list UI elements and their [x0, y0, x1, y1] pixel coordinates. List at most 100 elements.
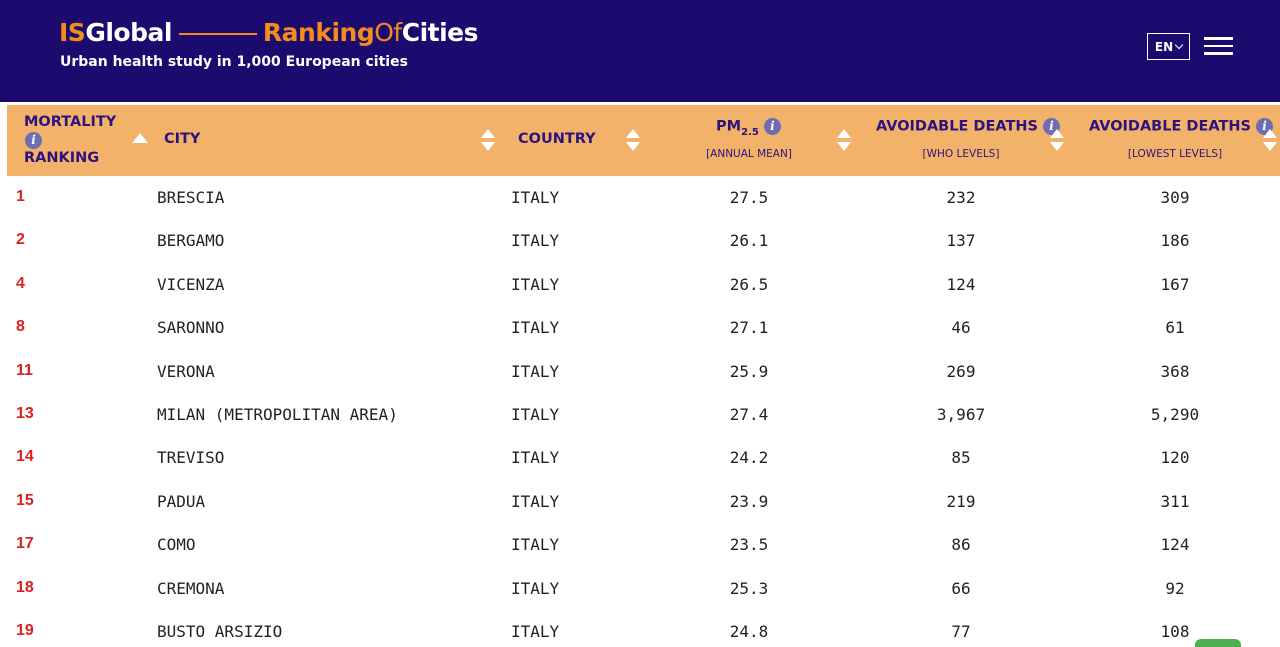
country-cell: ITALY	[511, 578, 560, 598]
header-mortality-label: MORTALITY	[24, 114, 117, 130]
rank-cell: 13	[16, 405, 34, 422]
lowest-deaths-cell: 92	[1165, 578, 1185, 598]
chat-widget-button[interactable]	[1195, 639, 1241, 647]
menu-bar	[1204, 37, 1233, 40]
site-header: IS Global Ranking Of Cities Urban health stu…	[0, 0, 1280, 102]
header-ranking-label: RANKING	[24, 150, 100, 166]
pm25-cell: 27.1	[729, 318, 769, 338]
city-cell[interactable]: PADUA	[157, 491, 206, 511]
logo-is: IS	[59, 17, 86, 47]
lowest-deaths-cell: 124	[1160, 535, 1190, 555]
table-row[interactable]: 13 MILAN (METROPOLITAN AREA) ITALY 27.4 …	[0, 393, 1280, 436]
rank-cell: 19	[16, 622, 34, 639]
lowest-deaths-cell: 186	[1160, 231, 1190, 251]
who-deaths-cell: 232	[946, 188, 976, 207]
sort-arrows-icon[interactable]	[837, 129, 851, 153]
header-info-row: i	[24, 131, 116, 149]
who-deaths-cell: 124	[946, 274, 976, 294]
lowest-deaths-cell: 368	[1160, 361, 1190, 381]
menu-bar	[1204, 44, 1233, 47]
language-selector[interactable]: EN	[1147, 33, 1190, 60]
country-cell: ITALY	[511, 535, 560, 555]
table-row[interactable]: 2 BERGAMO ITALY 26.1 137 186	[0, 219, 1280, 262]
city-cell[interactable]: BRESCIA	[157, 188, 225, 207]
city-cell[interactable]: CREMONA	[157, 578, 225, 598]
city-cell[interactable]: TREVISO	[157, 448, 225, 468]
table-row[interactable]: 17 COMO ITALY 23.5 86 124	[0, 523, 1280, 566]
pm25-cell: 26.1	[729, 231, 769, 251]
pm25-cell: 24.8	[729, 622, 769, 641]
lowest-deaths-cell: 5,290	[1150, 405, 1200, 424]
country-cell: ITALY	[511, 491, 560, 511]
header-pm-subscript: 2.5	[741, 126, 759, 138]
who-deaths-cell: 269	[946, 361, 976, 381]
chevron-down-icon	[1174, 40, 1184, 49]
header-avoidable-deaths-who[interactable]: AVOIDABLE DEATHS i	[876, 118, 1060, 135]
city-cell[interactable]: SARONNO	[157, 318, 225, 338]
pm25-cell: 27.4	[729, 405, 769, 424]
header-who-note: [WHO LEVELS]	[922, 148, 1000, 160]
who-deaths-cell: 86	[951, 535, 971, 555]
pm25-cell: 27.5	[729, 188, 769, 207]
country-cell: ITALY	[511, 361, 560, 381]
info-icon[interactable]: i	[763, 118, 781, 135]
lowest-deaths-cell: 167	[1160, 274, 1190, 294]
header-pm25[interactable]: PM2.5 i	[716, 118, 781, 138]
table-row[interactable]: 14 TREVISO ITALY 24.2 85 120	[0, 436, 1280, 479]
table-header: MORTALITY i RANKING CITY COUNTRY PM2.5 i…	[7, 105, 1280, 176]
country-cell: ITALY	[511, 188, 560, 207]
header-low-note: [LOWEST LEVELS]	[1127, 148, 1223, 160]
rank-cell: 17	[16, 535, 34, 553]
country-cell: ITALY	[511, 622, 560, 641]
header-country[interactable]: COUNTRY	[518, 131, 596, 147]
city-cell[interactable]: VICENZA	[157, 274, 225, 294]
who-deaths-cell: 137	[946, 231, 976, 251]
table-row[interactable]: 4 VICENZA ITALY 26.5 124 167	[0, 263, 1280, 306]
pm25-cell: 26.5	[729, 274, 769, 294]
logo-of: Of	[374, 17, 402, 47]
table-row[interactable]: 15 PADUA ITALY 23.9 219 311	[0, 480, 1280, 523]
table-row[interactable]: 8 SARONNO ITALY 27.1 46 61	[0, 306, 1280, 349]
site-logo[interactable]: IS Global Ranking Of Cities	[59, 14, 479, 50]
who-deaths-cell: 219	[946, 491, 976, 511]
pm25-cell: 24.2	[729, 448, 769, 468]
table-row[interactable]: 11 VERONA ITALY 25.9 269 368	[0, 350, 1280, 393]
language-label: EN	[1154, 39, 1174, 54]
header-avoidable-deaths-lowest[interactable]: AVOIDABLE DEATHS i	[1089, 118, 1273, 135]
rank-cell: 11	[16, 361, 33, 379]
table-row[interactable]: 1 BRESCIA ITALY 27.5 232 309	[0, 176, 1280, 219]
header-who-title: AVOIDABLE DEATHS	[876, 118, 1038, 135]
header-city[interactable]: CITY	[164, 131, 201, 147]
header-pm-label: PM	[716, 118, 742, 135]
lowest-deaths-cell: 108	[1160, 622, 1190, 641]
sort-asc-icon[interactable]	[132, 133, 148, 143]
rank-cell: 4	[16, 274, 25, 292]
lowest-deaths-cell: 120	[1160, 448, 1190, 468]
pm25-cell: 23.9	[729, 491, 769, 511]
sort-arrows-icon[interactable]	[1263, 129, 1277, 153]
city-cell[interactable]: MILAN (METROPOLITAN AREA)	[157, 405, 398, 424]
sort-arrows-icon[interactable]	[626, 129, 640, 153]
hamburger-menu-icon[interactable]	[1204, 36, 1234, 56]
logo-cities: Cities	[401, 17, 479, 47]
rank-cell: 15	[16, 491, 34, 509]
pm25-cell: 25.9	[729, 361, 769, 381]
city-cell[interactable]: BERGAMO	[157, 231, 225, 251]
rank-cell: 18	[16, 578, 34, 596]
logo-divider-line	[178, 33, 257, 35]
city-cell[interactable]: COMO	[157, 535, 196, 555]
sort-arrows-icon[interactable]	[1050, 129, 1064, 153]
sort-arrows-icon[interactable]	[481, 129, 495, 153]
who-deaths-cell: 3,967	[936, 405, 986, 424]
country-cell: ITALY	[511, 448, 560, 468]
rank-cell: 8	[16, 318, 25, 336]
country-cell: ITALY	[511, 231, 560, 251]
info-icon[interactable]: i	[25, 132, 42, 149]
table-row[interactable]: 19 BUSTO ARSIZIO ITALY 24.8 77 108	[0, 610, 1280, 647]
table-row[interactable]: 18 CREMONA ITALY 25.3 66 92	[0, 567, 1280, 610]
who-deaths-cell: 46	[951, 318, 971, 338]
city-cell[interactable]: VERONA	[157, 361, 215, 381]
city-cell[interactable]: BUSTO ARSIZIO	[157, 622, 283, 641]
logo-global: Global	[85, 17, 172, 47]
header-mortality-ranking[interactable]: MORTALITY i RANKING	[24, 113, 116, 167]
